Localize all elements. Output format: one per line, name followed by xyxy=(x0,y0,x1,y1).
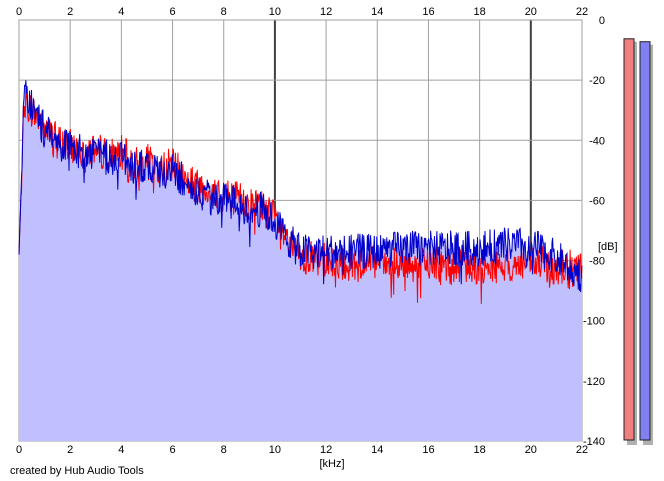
y-tick-label: -100 xyxy=(583,316,605,328)
series-line-blue xyxy=(18,80,583,293)
y-tick-label: 0 xyxy=(599,15,605,27)
x-tick-label-bottom: 14 xyxy=(371,444,383,456)
x-tick-label-bottom: 12 xyxy=(320,444,332,456)
x-tick-label-top: 2 xyxy=(67,6,73,18)
level-meters xyxy=(623,38,653,446)
x-tick-label-top: 8 xyxy=(221,6,227,18)
x-tick-label-top: 18 xyxy=(474,6,486,18)
x-tick-label-top: 10 xyxy=(269,6,281,18)
x-tick-label-bottom: 0 xyxy=(16,444,22,456)
x-tick-labels-bottom: 0 2 4 6 8 10 12 14 16 18 20 22 xyxy=(16,444,588,456)
y-tick-label: -80 xyxy=(589,256,605,268)
y-tick-labels: 0 -20 -40 -60 -80 -100 -120 -140 xyxy=(583,15,605,448)
y-tick-label: -20 xyxy=(589,75,605,87)
credit-text: created by Hub Audio Tools xyxy=(10,465,144,477)
x-tick-label-bottom: 10 xyxy=(269,444,281,456)
y-tick-label: -40 xyxy=(589,135,605,147)
y-tick-label: -140 xyxy=(583,436,605,448)
x-tick-label-top: 20 xyxy=(525,6,537,18)
level-meter-right xyxy=(639,41,651,441)
series-lines xyxy=(18,80,583,304)
level-meter-left xyxy=(623,38,635,441)
x-tick-label-bottom: 8 xyxy=(221,444,227,456)
x-tick-label-top: 12 xyxy=(320,6,332,18)
x-tick-label-top: 6 xyxy=(169,6,175,18)
x-tick-label-top: 4 xyxy=(118,6,124,18)
x-tick-label-top: 22 xyxy=(576,6,588,18)
x-tick-label-bottom: 22 xyxy=(576,444,588,456)
x-tick-label-top: 0 xyxy=(16,6,22,18)
x-tick-label-bottom: 18 xyxy=(474,444,486,456)
x-tick-label-bottom: 2 xyxy=(67,444,73,456)
y-tick-label: -120 xyxy=(583,376,605,388)
x-tick-label-bottom: 4 xyxy=(118,444,124,456)
x-tick-label-top: 14 xyxy=(371,6,383,18)
x-tick-labels-top: 0 2 4 6 8 10 12 14 16 18 20 22 xyxy=(16,6,588,18)
y-axis-label: [dB] xyxy=(598,241,618,253)
x-tick-label-top: 16 xyxy=(422,6,434,18)
x-tick-label-bottom: 6 xyxy=(169,444,175,456)
x-tick-label-bottom: 20 xyxy=(525,444,537,456)
y-tick-label: -60 xyxy=(589,195,605,207)
x-axis-label: [kHz] xyxy=(319,458,344,470)
x-tick-label-bottom: 16 xyxy=(422,444,434,456)
